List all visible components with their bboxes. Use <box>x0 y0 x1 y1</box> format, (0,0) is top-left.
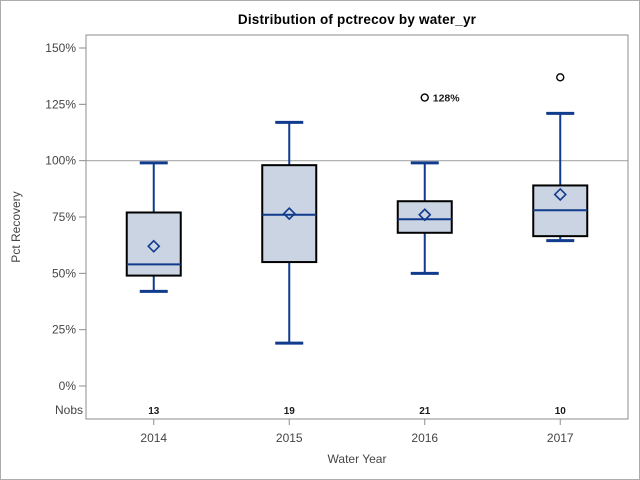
y-axis-tick-label: 150% <box>45 41 76 55</box>
nobs-count: 19 <box>284 406 296 417</box>
iqr-box <box>125 211 182 277</box>
y-axis-tick-label: 0% <box>59 379 77 393</box>
y-axis-tick-label: 50% <box>52 266 76 280</box>
nobs-count: 10 <box>555 406 567 417</box>
mean-diamond <box>418 208 432 222</box>
y-axis-tick-label: 25% <box>52 323 76 337</box>
mean-diamond <box>553 187 567 202</box>
y-axis-tick-label: 100% <box>45 154 76 168</box>
x-axis-tick-label: 2017 <box>547 431 574 445</box>
mean-diamond <box>282 206 296 221</box>
y-axis-tick-label: 125% <box>45 97 76 111</box>
iqr-box <box>396 200 453 234</box>
x-axis-label: Water Year <box>327 452 387 466</box>
outlier-label: 128% <box>433 93 461 105</box>
outlier-point <box>556 73 565 82</box>
outlier-point <box>420 93 429 102</box>
x-axis-tick-label: 2015 <box>276 431 303 445</box>
chart-title: Distribution of pctrecov by water_yr <box>237 12 477 27</box>
nobs-count: 21 <box>419 406 431 417</box>
mean-diamond <box>147 239 161 253</box>
plot-frame <box>85 34 629 420</box>
x-axis-tick-label: 2016 <box>411 431 438 445</box>
y-axis-tick-label: 75% <box>52 210 76 224</box>
x-axis-tick-label: 2014 <box>140 431 167 445</box>
nobs-row-label: Nobs <box>54 403 83 417</box>
iqr-box <box>261 164 318 264</box>
nobs-count: 13 <box>148 406 160 417</box>
